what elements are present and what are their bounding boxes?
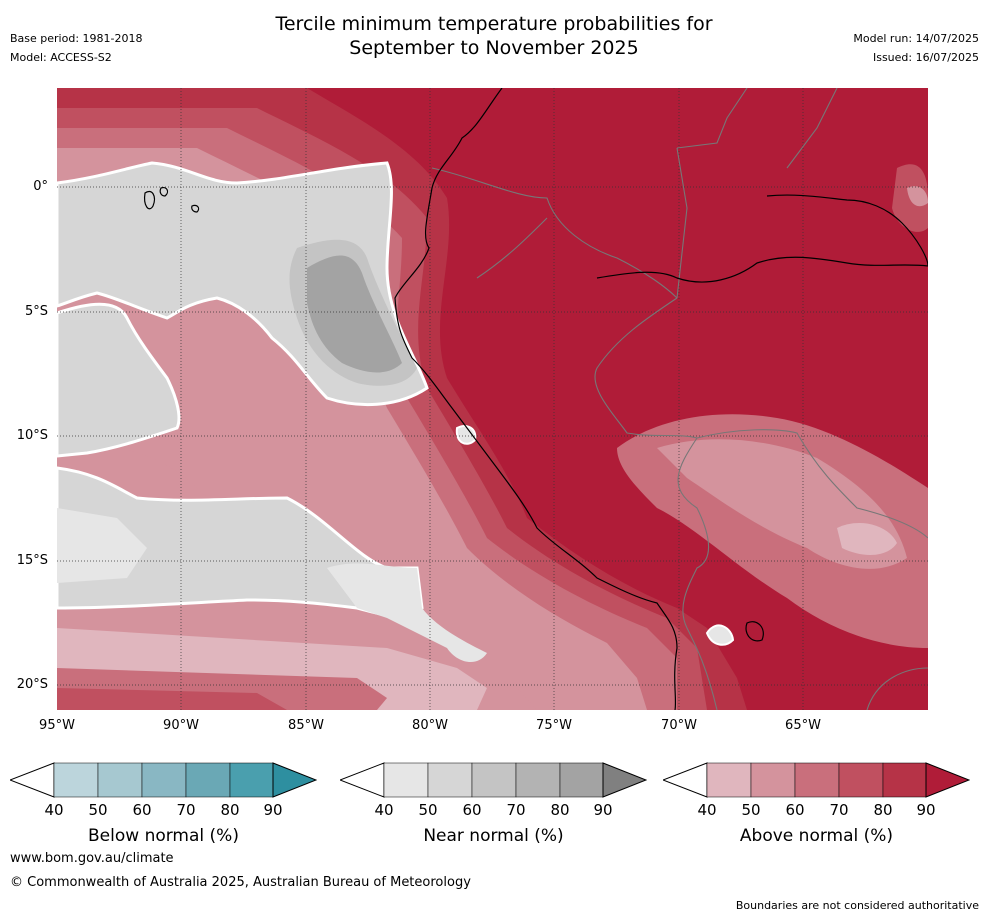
title-line-2: September to November 2025 [349, 37, 639, 59]
colorbar-above-swatches [661, 762, 971, 798]
colorbar-near-title: Near normal (%) [423, 826, 564, 846]
base-period: Base period: 1981-2018 [10, 32, 143, 45]
above-tick-60: 60 [785, 801, 805, 819]
below-tick-80: 80 [220, 801, 240, 819]
probability-map [57, 88, 928, 710]
above-tick-90: 90 [916, 801, 936, 819]
lat-label-15s: 15°S [16, 553, 48, 568]
colorbar-below-swatches [8, 762, 318, 798]
lon-label-65w: 65°W [785, 718, 821, 733]
above-tick-40: 40 [697, 801, 717, 819]
lon-label-90w: 90°W [163, 718, 199, 733]
near-tick-60: 60 [462, 801, 482, 819]
below-tick-60: 60 [132, 801, 152, 819]
lat-label-5s: 5°S [24, 304, 48, 319]
colorbar-near-swatches [338, 762, 648, 798]
chart-title: Tercile minimum temperature probabilitie… [0, 12, 988, 60]
above-tick-80: 80 [873, 801, 893, 819]
near-tick-40: 40 [374, 801, 394, 819]
title-line-1: Tercile minimum temperature probabilitie… [275, 13, 713, 35]
lat-label-10s: 10°S [16, 428, 48, 443]
near-tick-50: 50 [418, 801, 438, 819]
issued-date: Issued: 16/07/2025 [872, 51, 979, 64]
colorbar-below-title: Below normal (%) [88, 826, 239, 846]
model-run: Model run: 14/07/2025 [853, 32, 979, 45]
boundary-note: Boundaries are not considered authoritat… [735, 899, 979, 912]
near-tick-80: 80 [550, 801, 570, 819]
lon-label-95w: 95°W [39, 718, 75, 733]
near-tick-70: 70 [506, 801, 526, 819]
copyright-text: © Commonwealth of Australia 2025, Austra… [10, 875, 471, 890]
lon-label-70w: 70°W [661, 718, 697, 733]
model-name: Model: ACCESS-S2 [10, 51, 112, 64]
below-tick-70: 70 [176, 801, 196, 819]
near-tick-90: 90 [593, 801, 613, 819]
below-tick-50: 50 [88, 801, 108, 819]
below-tick-90: 90 [263, 801, 283, 819]
above-tick-50: 50 [741, 801, 761, 819]
footer-url[interactable]: www.bom.gov.au/climate [10, 851, 174, 866]
lat-label-20s: 20°S [16, 677, 48, 692]
lon-label-75w: 75°W [536, 718, 572, 733]
lon-label-85w: 85°W [288, 718, 324, 733]
lon-label-80w: 80°W [412, 718, 448, 733]
colorbar-above-normal [661, 762, 971, 798]
colorbar-near-normal [338, 762, 648, 798]
colorbar-above-title: Above normal (%) [739, 826, 894, 846]
lat-label-0: 0° [33, 179, 48, 194]
map-canvas [57, 88, 928, 710]
above-tick-70: 70 [829, 801, 849, 819]
below-tick-40: 40 [44, 801, 64, 819]
colorbar-below-normal [8, 762, 318, 798]
